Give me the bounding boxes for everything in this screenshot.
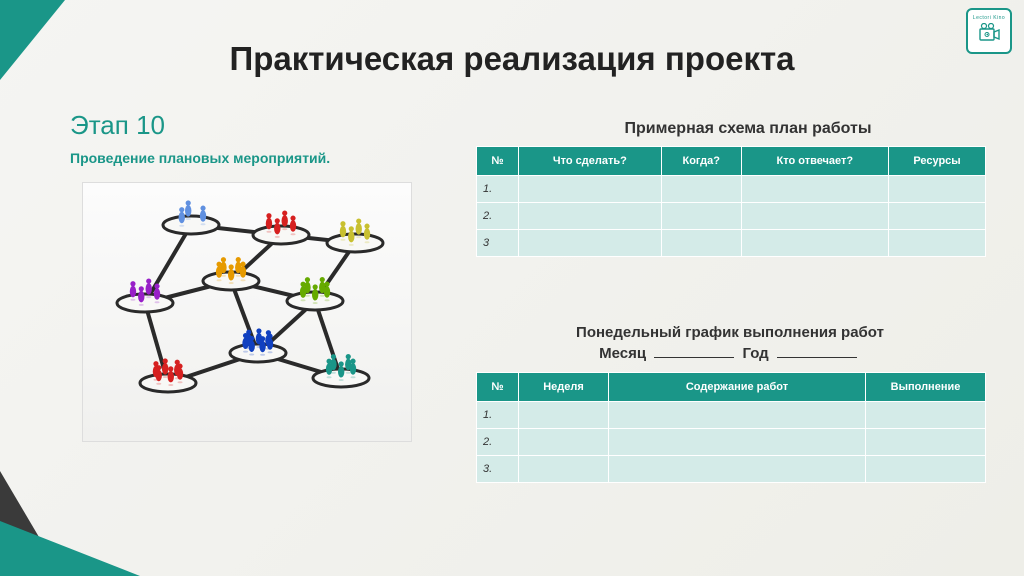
table-cell: 1. <box>477 402 519 429</box>
month-blank <box>654 346 734 358</box>
table2-title: Понедельный график выполнения работ Меся… <box>485 322 975 364</box>
table-cell <box>519 402 609 429</box>
table-cell <box>661 176 741 203</box>
table1-title: Примерная схема план работы <box>538 120 958 138</box>
table-row: 1. <box>477 402 986 429</box>
table1-header: Кто отвечает? <box>741 147 888 176</box>
table-cell <box>661 203 741 230</box>
table2-header: Неделя <box>519 373 609 402</box>
stage-description: Проведение плановых мероприятий. <box>70 150 330 166</box>
table-cell: 2. <box>477 429 519 456</box>
table2-header: Выполнение <box>866 373 986 402</box>
table-row: 3. <box>477 456 986 483</box>
table2-header: № <box>477 373 519 402</box>
table-row: 3 <box>477 230 986 257</box>
table-cell <box>519 176 662 203</box>
stage-label: Этап 10 <box>70 110 165 141</box>
table-cell: 2. <box>477 203 519 230</box>
table-cell: 3 <box>477 230 519 257</box>
table2-header: Содержание работ <box>609 373 866 402</box>
table-cell <box>741 203 888 230</box>
logo-text: Lectori Kino <box>973 15 1005 21</box>
table-row: 1. <box>477 176 986 203</box>
table-cell <box>519 230 662 257</box>
table-cell <box>609 456 866 483</box>
table-cell <box>866 456 986 483</box>
table2-title-line1: Понедельный график выполнения работ <box>576 324 884 341</box>
network-illustration <box>82 182 412 442</box>
year-blank <box>777 346 857 358</box>
table-cell <box>661 230 741 257</box>
table-cell: 3. <box>477 456 519 483</box>
table1-header: Когда? <box>661 147 741 176</box>
decor-triangle-bottom-left-teal <box>0 521 140 576</box>
table1-header: Ресурсы <box>888 147 985 176</box>
table-cell <box>866 402 986 429</box>
page-title: Практическая реализация проекта <box>0 40 1024 78</box>
table-cell <box>888 176 985 203</box>
table-cell <box>888 230 985 257</box>
table-cell <box>741 230 888 257</box>
table-cell <box>609 402 866 429</box>
table-cell <box>519 429 609 456</box>
table-cell <box>519 456 609 483</box>
table1-header: Что сделать? <box>519 147 662 176</box>
table-cell <box>888 203 985 230</box>
table-cell <box>866 429 986 456</box>
table-cell <box>519 203 662 230</box>
table2-year-label: Год <box>742 345 768 362</box>
table-cell: 1. <box>477 176 519 203</box>
table-cell <box>609 429 866 456</box>
table-row: 2. <box>477 203 986 230</box>
table-cell <box>741 176 888 203</box>
table2-month-label: Месяц <box>599 345 646 362</box>
weekly-schedule-table: №НеделяСодержание работВыполнение 1.2.3. <box>476 372 986 483</box>
work-plan-table: №Что сделать?Когда?Кто отвечает?Ресурсы … <box>476 146 986 257</box>
table1-header: № <box>477 147 519 176</box>
table-row: 2. <box>477 429 986 456</box>
